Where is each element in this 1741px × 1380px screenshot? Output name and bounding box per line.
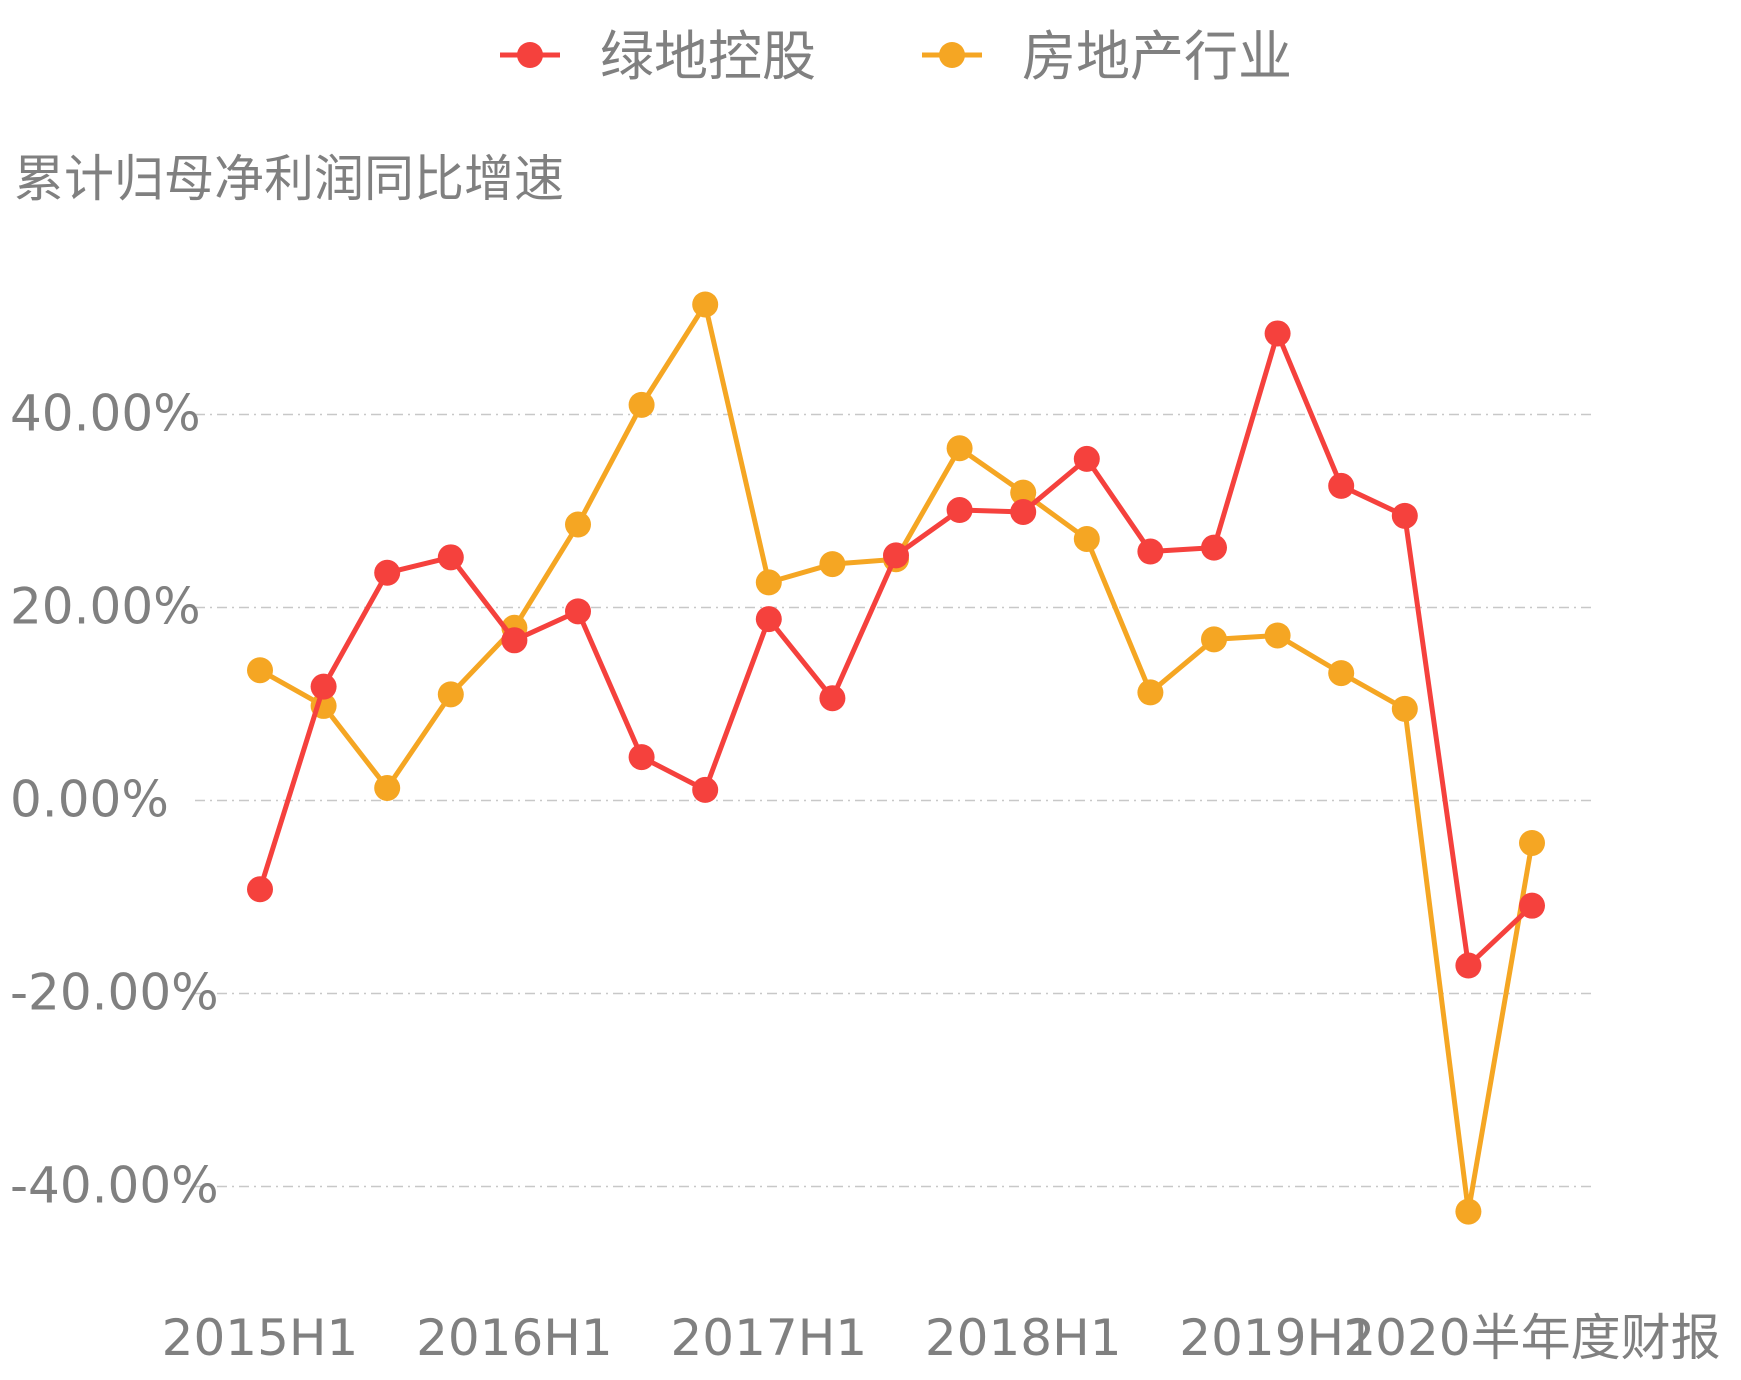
- data-point-0-9[interactable]: [819, 685, 846, 712]
- data-point-0-13[interactable]: [1073, 445, 1100, 472]
- data-point-1-13[interactable]: [1073, 525, 1100, 552]
- y-axis-ticks: 40.00% 20.00% 0.00% -20.00% -40.00%: [10, 385, 219, 1215]
- data-point-0-16[interactable]: [1264, 320, 1291, 347]
- data-point-0-19[interactable]: [1455, 952, 1482, 979]
- data-point-1-0[interactable]: [247, 657, 273, 684]
- data-point-1-5[interactable]: [565, 511, 591, 538]
- series-lines: [247, 291, 1545, 1225]
- legend-marker-0: [517, 42, 543, 68]
- y-axis-title: 累计归母净利润同比增速: [14, 150, 564, 208]
- data-point-0-1[interactable]: [310, 673, 337, 700]
- data-point-1-14[interactable]: [1137, 679, 1164, 706]
- data-point-0-8[interactable]: [755, 606, 782, 633]
- legend-label-1: 房地产行业: [1022, 25, 1292, 88]
- data-point-1-16[interactable]: [1264, 622, 1291, 649]
- legend: 绿地控股 房地产行业: [500, 25, 1292, 88]
- data-point-0-20[interactable]: [1519, 892, 1545, 919]
- series-line-1: [258, 301, 1535, 1215]
- data-point-0-0[interactable]: [247, 876, 273, 903]
- x-tick-label-3: 2018H1: [925, 1309, 1122, 1367]
- data-point-1-18[interactable]: [1391, 695, 1418, 722]
- data-point-0-6[interactable]: [628, 744, 655, 771]
- data-point-0-3[interactable]: [437, 544, 464, 571]
- data-point-1-17[interactable]: [1328, 660, 1355, 687]
- x-tick-label-2: 2017H1: [670, 1309, 867, 1367]
- series-1: [247, 291, 1545, 1225]
- legend-marker-1: [939, 42, 965, 68]
- data-point-1-19[interactable]: [1455, 1198, 1482, 1225]
- y-tick-label-3: -20.00%: [10, 964, 219, 1022]
- x-tick-label-0: 2015H1: [162, 1309, 359, 1367]
- data-point-0-15[interactable]: [1201, 534, 1227, 561]
- data-point-1-15[interactable]: [1201, 626, 1227, 653]
- data-point-1-11[interactable]: [946, 435, 973, 462]
- data-point-1-8[interactable]: [755, 569, 782, 596]
- data-point-0-12[interactable]: [1010, 498, 1037, 525]
- data-point-1-2[interactable]: [374, 774, 401, 801]
- data-point-0-18[interactable]: [1391, 502, 1418, 529]
- gridlines: [195, 413, 1593, 1188]
- data-point-1-20[interactable]: [1519, 829, 1545, 856]
- y-tick-label-1: 20.00%: [10, 578, 201, 636]
- legend-item-1[interactable]: 房地产行业: [922, 25, 1292, 88]
- data-point-0-4[interactable]: [501, 627, 528, 654]
- x-tick-label-5: 2020半年度财报: [1343, 1309, 1720, 1367]
- y-tick-label-0: 40.00%: [10, 385, 201, 443]
- data-point-0-7[interactable]: [692, 776, 719, 803]
- legend-item-0[interactable]: 绿地控股: [500, 25, 816, 88]
- data-point-0-17[interactable]: [1328, 472, 1355, 499]
- x-tick-label-4: 2019H1: [1179, 1309, 1376, 1367]
- data-point-1-3[interactable]: [437, 681, 464, 708]
- data-point-0-14[interactable]: [1137, 538, 1164, 565]
- series-0: [247, 320, 1545, 979]
- data-point-0-10[interactable]: [883, 542, 909, 569]
- data-point-0-11[interactable]: [946, 497, 973, 524]
- data-point-1-6[interactable]: [628, 391, 655, 418]
- x-tick-label-1: 2016H1: [416, 1309, 613, 1367]
- data-point-1-9[interactable]: [819, 551, 846, 578]
- y-tick-label-4: -40.00%: [10, 1157, 219, 1215]
- y-tick-label-2: 0.00%: [10, 771, 169, 829]
- data-point-0-5[interactable]: [565, 598, 591, 625]
- data-point-1-7[interactable]: [692, 291, 719, 318]
- legend-label-0: 绿地控股: [600, 25, 816, 88]
- data-point-0-2[interactable]: [374, 559, 401, 586]
- data-point-1-12[interactable]: [1010, 479, 1037, 506]
- series-line-0: [257, 330, 1534, 969]
